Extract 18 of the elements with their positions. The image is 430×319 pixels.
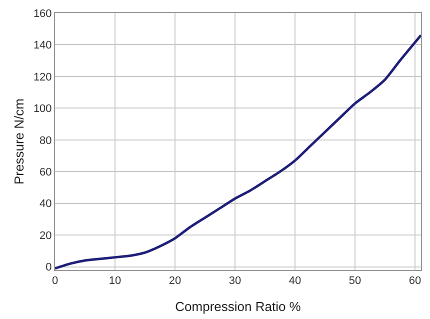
y-tick-label: 40 [40, 198, 52, 210]
x-tick-label: 10 [108, 275, 122, 288]
x-tick-label: 40 [288, 275, 302, 288]
x-tick-label: 60 [408, 275, 422, 288]
y-tick-label: 160 [33, 8, 52, 20]
y-tick-label: 80 [40, 134, 52, 147]
y-tick-label: 100 [33, 103, 52, 116]
y-tick-label: 0 [46, 262, 52, 274]
x-tick-label: 20 [168, 275, 182, 288]
y-tick-label: 60 [40, 166, 52, 178]
x-axis-title: Compression Ratio % [175, 298, 302, 314]
y-axis-title: Pressure N/cm [11, 98, 26, 184]
y-tick-label: 140 [33, 40, 52, 52]
x-tick-label: 30 [228, 275, 242, 288]
x-tick-label: 50 [348, 275, 362, 288]
line-series [55, 34, 421, 270]
y-tick-label: 120 [33, 71, 52, 84]
y-tick-label: 20 [40, 230, 52, 242]
